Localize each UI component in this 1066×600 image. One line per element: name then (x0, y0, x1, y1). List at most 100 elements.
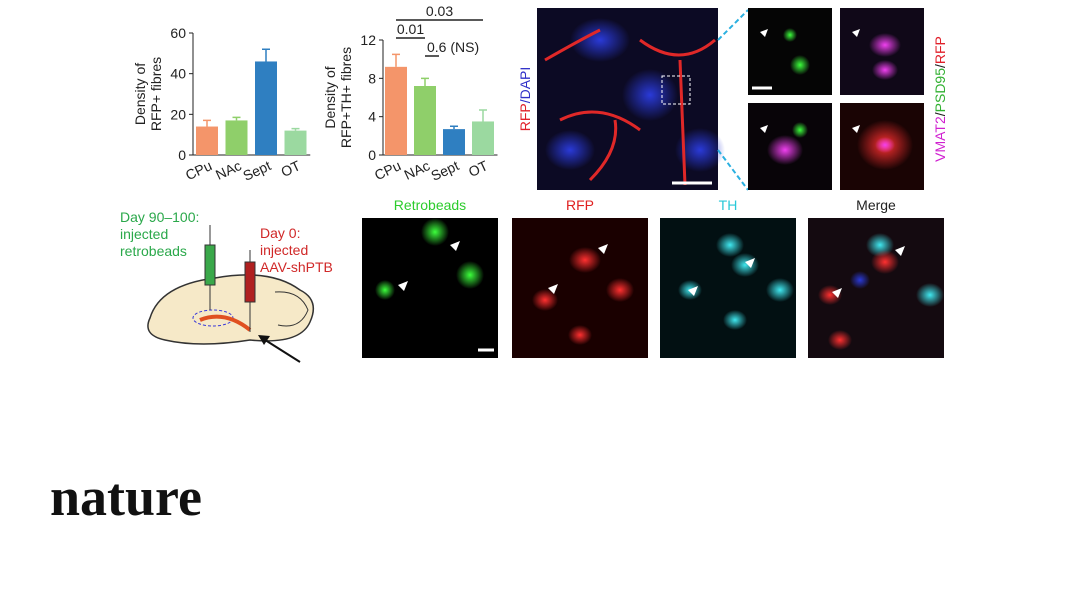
bar (443, 129, 465, 155)
nature-logo: nature (50, 467, 202, 527)
bar (385, 66, 407, 155)
error-bar (291, 127, 300, 131)
nucleus (675, 128, 725, 172)
bar (414, 86, 436, 155)
panel-label: RFP (566, 197, 594, 213)
arrow-head (258, 335, 270, 345)
micrographs (362, 8, 944, 358)
beads (375, 280, 395, 300)
bar (255, 61, 277, 155)
x-tick-label: Sept (428, 157, 461, 184)
cell (723, 310, 747, 330)
injection-label: AAV-shPTB (260, 259, 333, 275)
injection-label: Day 90–100: (120, 209, 199, 225)
bar (284, 130, 307, 155)
puncta (872, 60, 898, 80)
error-bar (479, 109, 487, 122)
label-part: PSD95 (932, 68, 948, 113)
cell (606, 278, 634, 302)
y-label-line: RFP+TH+ fibres (338, 47, 354, 148)
cerebellum (274, 291, 309, 327)
y-tick-label: 8 (368, 70, 376, 86)
error-bar (450, 125, 458, 130)
x-tick-label: NAc (213, 157, 244, 183)
cell (871, 250, 899, 274)
puncta (767, 135, 803, 165)
brain-diagram (147, 225, 315, 363)
y-label-line: Density of (132, 63, 148, 125)
x-tick-label: CPu (183, 157, 214, 183)
y-tick-label: 0 (178, 147, 186, 163)
projection (199, 314, 252, 332)
puncta (790, 55, 810, 75)
fibres (544, 28, 716, 186)
puncta (869, 33, 901, 57)
injection-label: injected (120, 226, 168, 242)
puncta (792, 122, 808, 138)
zoom-line (717, 149, 749, 191)
x-tick-label: OT (466, 157, 491, 180)
beads (456, 261, 484, 289)
arrow (261, 337, 301, 363)
syringe (244, 261, 256, 303)
nucleus (545, 130, 595, 170)
p-value: 0.01 (397, 21, 424, 37)
cell (731, 253, 759, 277)
bar (225, 120, 248, 155)
y-label-line: RFP+ fibres (148, 57, 164, 131)
injection-label: Day 0: (260, 225, 300, 241)
error-bar (392, 53, 400, 67)
panel-label: TH (719, 197, 738, 213)
nucleus (570, 18, 630, 62)
cell (532, 289, 558, 311)
cell (766, 278, 794, 302)
cell (828, 330, 852, 350)
bar (472, 121, 494, 155)
rfp-dapi: RFP/DAPI (517, 67, 533, 132)
bar (196, 126, 218, 155)
error-bar (203, 119, 211, 127)
x-tick-label: Sept (240, 157, 273, 184)
y-tick-label: 0 (368, 147, 376, 163)
label-part: RFP (932, 36, 948, 64)
label-part: / (932, 64, 948, 68)
cell (716, 233, 744, 257)
syringe (204, 244, 216, 286)
puncta (783, 28, 797, 42)
nucleus (850, 271, 870, 289)
label-part: VMAT2 (932, 116, 948, 162)
psd95-image (748, 8, 832, 95)
y-tick-label: 4 (368, 109, 376, 125)
y-axis-label: Density ofRFP+ fibres (132, 57, 164, 131)
x-tick-label: CPu (372, 157, 403, 183)
error-bar (421, 77, 429, 86)
p-value: 0.6 (NS) (427, 39, 479, 55)
label-part: / (932, 112, 948, 116)
p-value: 0.03 (426, 3, 453, 19)
vmat-label: VMAT2/PSD95/RFP (932, 36, 948, 162)
zoom-box (661, 75, 691, 105)
beads (421, 218, 449, 246)
y-tick-label: 20 (170, 106, 186, 122)
zoom-line (717, 9, 749, 41)
nucleus (622, 69, 678, 121)
panel-label: Retrobeads (394, 197, 466, 213)
error-bar (232, 116, 241, 121)
cell (818, 285, 842, 305)
error-bar (262, 48, 270, 62)
y-tick-label: 12 (360, 32, 376, 48)
label-part: DAPI (517, 67, 533, 100)
cell (916, 283, 944, 307)
injection-label: injected (260, 242, 308, 258)
y-tick-label: 60 (170, 25, 186, 41)
label-part: RFP (517, 103, 533, 131)
puncta (875, 137, 895, 153)
cell (568, 325, 592, 345)
y-tick-label: 40 (170, 66, 186, 82)
injection-label: retrobeads (120, 243, 187, 259)
panel-label: Merge (856, 197, 896, 213)
label-part: / (517, 99, 533, 103)
cell (569, 247, 601, 273)
y-axis-label: Density ofRFP+TH+ fibres (322, 47, 354, 148)
